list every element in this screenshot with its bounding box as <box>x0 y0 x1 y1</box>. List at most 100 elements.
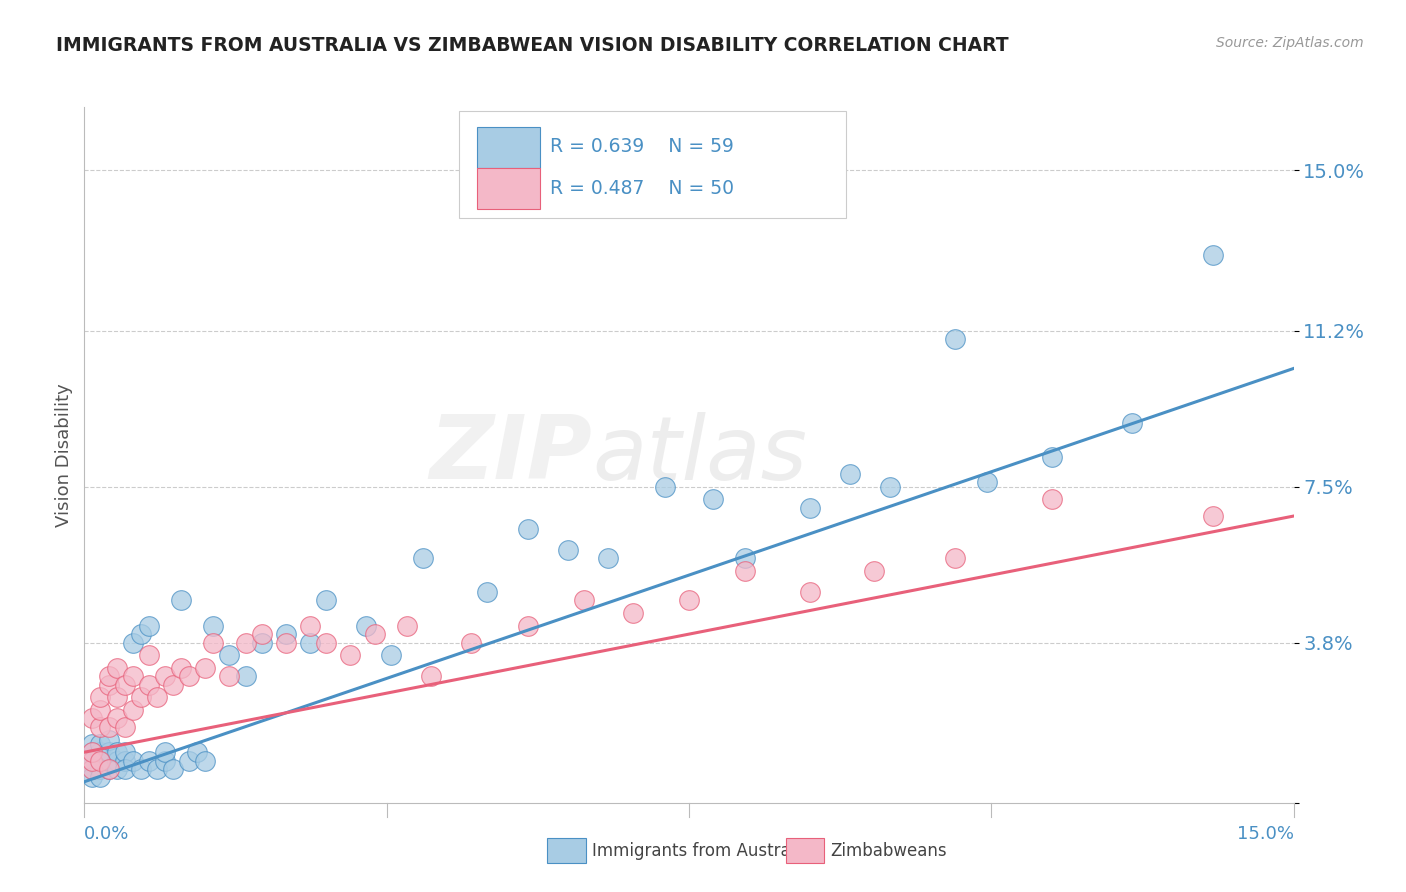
Point <box>97 732 120 747</box>
Point <box>89 771 111 785</box>
Text: R = 0.639    N = 59: R = 0.639 N = 59 <box>550 137 734 156</box>
Point <box>516 618 538 632</box>
FancyBboxPatch shape <box>786 838 824 863</box>
Point <box>82 754 104 768</box>
Point <box>179 754 201 768</box>
Point <box>105 745 128 759</box>
Point <box>129 762 152 776</box>
Point <box>82 762 104 776</box>
Text: Zimbabweans: Zimbabweans <box>831 842 948 860</box>
Point <box>274 627 297 641</box>
Point <box>1121 417 1143 431</box>
Point <box>235 669 257 683</box>
Point <box>114 754 136 768</box>
Point <box>1040 492 1063 507</box>
Point <box>299 618 322 632</box>
Point <box>654 479 676 493</box>
Point <box>299 635 322 649</box>
Point <box>202 635 225 649</box>
Point <box>97 762 120 776</box>
Point <box>146 690 169 705</box>
Point <box>121 754 143 768</box>
Point <box>162 678 184 692</box>
Point <box>420 669 443 683</box>
FancyBboxPatch shape <box>460 111 846 219</box>
Point <box>162 762 184 776</box>
Point <box>105 754 128 768</box>
Point <box>82 754 104 768</box>
Point <box>839 467 862 481</box>
Point <box>598 551 620 566</box>
Point <box>339 648 361 663</box>
Point <box>82 737 104 751</box>
Point <box>557 542 579 557</box>
Point <box>153 669 176 683</box>
Point <box>121 703 143 717</box>
Point <box>702 492 724 507</box>
Point <box>1202 509 1225 524</box>
Point <box>129 690 152 705</box>
Point <box>82 762 104 776</box>
Point <box>121 669 143 683</box>
Point <box>97 720 120 734</box>
Point <box>943 551 966 566</box>
Point <box>572 593 595 607</box>
Point <box>89 745 111 759</box>
Point <box>89 703 111 717</box>
Point <box>1202 247 1225 261</box>
Point <box>621 606 644 620</box>
Point <box>114 762 136 776</box>
Point <box>179 669 201 683</box>
Text: Source: ZipAtlas.com: Source: ZipAtlas.com <box>1216 36 1364 50</box>
Point <box>138 648 160 663</box>
Point <box>194 661 217 675</box>
Point <box>412 551 434 566</box>
FancyBboxPatch shape <box>478 169 540 210</box>
Point <box>153 754 176 768</box>
Text: atlas: atlas <box>592 412 807 498</box>
Point <box>170 593 193 607</box>
Text: 15.0%: 15.0% <box>1236 825 1294 843</box>
Text: IMMIGRANTS FROM AUSTRALIA VS ZIMBABWEAN VISION DISABILITY CORRELATION CHART: IMMIGRANTS FROM AUSTRALIA VS ZIMBABWEAN … <box>56 36 1010 54</box>
Point <box>202 618 225 632</box>
Point <box>863 564 886 578</box>
Text: R = 0.487    N = 50: R = 0.487 N = 50 <box>550 179 734 198</box>
Point <box>218 669 240 683</box>
Point <box>153 745 176 759</box>
Point <box>89 737 111 751</box>
Point <box>356 618 378 632</box>
FancyBboxPatch shape <box>547 838 586 863</box>
Point <box>274 635 297 649</box>
Point <box>235 635 257 649</box>
Point <box>89 754 111 768</box>
Point <box>82 745 104 759</box>
Point <box>186 745 208 759</box>
Point <box>516 522 538 536</box>
Point <box>89 754 111 768</box>
Point <box>89 720 111 734</box>
Point <box>194 754 217 768</box>
Y-axis label: Vision Disability: Vision Disability <box>55 383 73 527</box>
Point <box>395 618 418 632</box>
Point <box>799 585 821 599</box>
Point <box>218 648 240 663</box>
Point <box>799 500 821 515</box>
Point <box>138 754 160 768</box>
Point <box>89 690 111 705</box>
Text: Immigrants from Australia: Immigrants from Australia <box>592 842 810 860</box>
Point <box>114 678 136 692</box>
Point <box>250 635 273 649</box>
Point <box>105 762 128 776</box>
Point <box>1040 450 1063 464</box>
Point <box>170 661 193 675</box>
Point <box>477 585 499 599</box>
Point <box>114 720 136 734</box>
Point <box>250 627 273 641</box>
Point <box>97 669 120 683</box>
Point <box>363 627 385 641</box>
Point <box>105 711 128 725</box>
Point <box>97 745 120 759</box>
Point <box>82 745 104 759</box>
Point <box>105 661 128 675</box>
Point <box>97 678 120 692</box>
